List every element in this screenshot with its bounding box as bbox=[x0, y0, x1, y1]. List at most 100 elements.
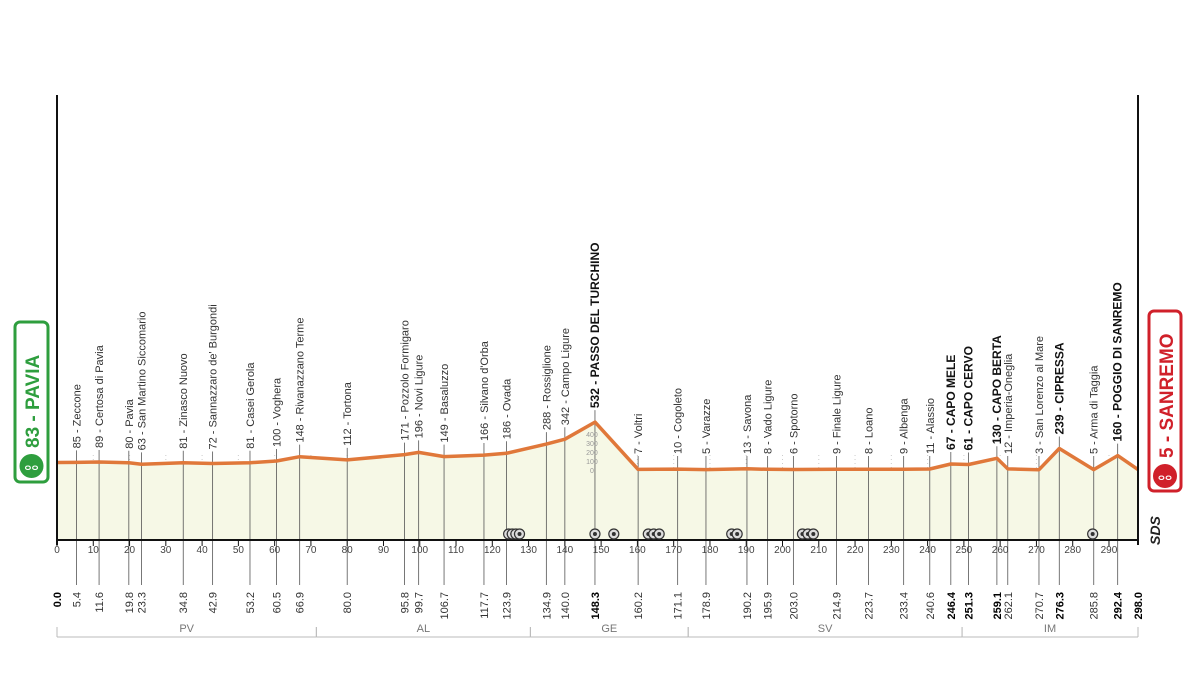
waypoint-label: 12 - Imperia-Oneglia bbox=[1003, 353, 1015, 454]
waypoint-label: 239 - CIPRESSA bbox=[1052, 342, 1066, 434]
km-label: 80.0 bbox=[342, 592, 354, 613]
x-ticks: 0 10 20 30 40 50 60 70 80 90 100 110 120 130 140 150 160… bbox=[54, 540, 1118, 556]
km-label: 140.0 bbox=[560, 592, 572, 620]
finish-flag-icon bbox=[1153, 464, 1177, 488]
checkpoint-marker-dot bbox=[657, 532, 662, 536]
markers bbox=[503, 528, 1099, 540]
elevation-tick-label: 0 bbox=[590, 468, 594, 475]
waypoint-label: 186 - Ovada bbox=[501, 378, 513, 439]
x-tick-label: 50 bbox=[233, 545, 245, 556]
waypoint-label: 13 - Savona bbox=[742, 394, 754, 454]
waypoint-label: 3 - San Lorenzo al Mare bbox=[1034, 336, 1046, 454]
km-label: 195.9 bbox=[763, 592, 775, 620]
x-tick-label: 0 bbox=[54, 545, 60, 556]
checkpoint-marker-dot bbox=[1090, 532, 1095, 536]
waypoint-label: 160 - POGGIO DI SANREMO bbox=[1111, 282, 1125, 441]
x-tick-label: 210 bbox=[810, 545, 827, 556]
x-tick-label: 20 bbox=[124, 545, 136, 556]
km-label: 270.7 bbox=[1034, 592, 1046, 620]
km-label: 262.1 bbox=[1003, 592, 1015, 620]
profile-line bbox=[56, 420, 1139, 472]
regions: PV AL GE SV IM bbox=[56, 623, 1139, 638]
x-tick-label: 30 bbox=[160, 545, 172, 556]
km-label: 223.7 bbox=[863, 592, 875, 620]
bicycle-icon bbox=[19, 454, 44, 478]
waypoint-label: 10 - Cogoleto bbox=[673, 388, 685, 454]
start-label: 83 - PAVIA bbox=[23, 354, 44, 448]
waypoint-label: 532 - PASSO DEL TURCHINO bbox=[588, 243, 602, 409]
x-tick-label: 120 bbox=[484, 545, 501, 556]
km-label: 259.1 bbox=[992, 592, 1004, 620]
waypoint-label: 81 - Zinasco Nuovo bbox=[178, 353, 190, 448]
km-label: 66.9 bbox=[295, 592, 307, 613]
waypoint-label: 7 - Voltri bbox=[633, 414, 645, 454]
profile-area bbox=[57, 422, 1138, 540]
x-tick-label: 80 bbox=[342, 545, 354, 556]
x-tick-label: 260 bbox=[992, 545, 1009, 556]
km-label: 251.3 bbox=[964, 592, 976, 620]
km-label: 233.4 bbox=[899, 592, 911, 620]
x-tick-label: 170 bbox=[665, 545, 682, 556]
waypoint-label: 9 - Finale Ligure bbox=[832, 375, 844, 455]
waypoint-label: 89 - Certosa di Pavia bbox=[94, 344, 106, 448]
km-label: 117.7 bbox=[479, 592, 491, 619]
km-label: 34.8 bbox=[178, 592, 190, 613]
km-label: 171.1 bbox=[673, 592, 685, 620]
km-label: 148.3 bbox=[590, 592, 602, 620]
waypoint-label: 148 - Rivanazzano Terme bbox=[295, 318, 307, 443]
x-tick-label: 230 bbox=[883, 545, 900, 556]
checkpoint-marker-dot bbox=[611, 532, 616, 536]
region-label: SV bbox=[818, 623, 833, 635]
waypoint-label: 81 - Casei Gerola bbox=[245, 362, 257, 449]
km-label: 60.5 bbox=[271, 592, 283, 613]
km-label: 95.8 bbox=[400, 592, 412, 613]
km-label: 190.2 bbox=[742, 592, 754, 620]
waypoint-label: 166 - Silvano d'Orba bbox=[479, 340, 491, 441]
x-tick-label: 60 bbox=[269, 545, 281, 556]
x-tick-label: 70 bbox=[305, 545, 317, 556]
km-label: 123.9 bbox=[501, 592, 513, 620]
checkpoint-marker-dot bbox=[811, 532, 816, 536]
km-label: 5.4 bbox=[72, 592, 84, 607]
x-tick-label: 40 bbox=[197, 545, 209, 556]
km-label: 276.3 bbox=[1054, 592, 1066, 620]
x-tick-label: 100 bbox=[411, 545, 428, 556]
km-label: 298.0 bbox=[1133, 592, 1145, 620]
km-label: 134.9 bbox=[541, 592, 553, 620]
sds-logo: SDS bbox=[1147, 516, 1163, 545]
km-label: 178.9 bbox=[701, 592, 713, 620]
start-badge: 83 - PAVIA ⴰⴰ bbox=[13, 320, 50, 484]
waypoint-label: 11 - Alassio bbox=[925, 398, 937, 454]
waypoint-label: 67 - CAPO MELE bbox=[944, 355, 958, 450]
x-tick-label: 110 bbox=[448, 545, 464, 556]
km-label: 292.4 bbox=[1113, 591, 1125, 619]
waypoint-label: 171 - Pozzolo Formigaro bbox=[400, 320, 412, 440]
waypoint-label: 72 - Sannazzaro de' Burgondi bbox=[208, 304, 220, 449]
km-label: 203.0 bbox=[788, 592, 800, 620]
km-label: 285.8 bbox=[1089, 592, 1101, 620]
checkpoint-marker-dot bbox=[735, 532, 740, 536]
waypoint-label: 80 - Pavia bbox=[124, 398, 136, 448]
region-label: GE bbox=[601, 623, 617, 635]
km-label: 42.9 bbox=[208, 592, 220, 613]
km-label: 19.8 bbox=[124, 592, 136, 613]
x-tick-label: 10 bbox=[88, 545, 100, 556]
checkpoint-marker-dot bbox=[517, 532, 522, 536]
km-label: 0.0 bbox=[52, 592, 64, 607]
elevation-tick-label: 200 bbox=[586, 450, 598, 457]
km-labels: 0.0 5.4 11.6 19.8 23.3 34.8 42.9 53.2 60.5 66.9 80… bbox=[52, 591, 1145, 619]
km-label: 246.4 bbox=[946, 591, 958, 619]
region-label: AL bbox=[417, 623, 430, 635]
region-label: PV bbox=[179, 623, 194, 635]
x-tick-label: 140 bbox=[557, 545, 574, 556]
waypoint-label: 149 - Basaluzzo bbox=[439, 364, 451, 443]
waypoint-label: 85 - Zeccone bbox=[72, 384, 84, 448]
km-label: 106.7 bbox=[439, 592, 451, 620]
x-tick-label: 160 bbox=[629, 545, 646, 556]
x-tick-label: 130 bbox=[520, 545, 537, 556]
bicycle-glyph: ⴰⴰ bbox=[24, 461, 38, 473]
waypoint-label: 8 - Loano bbox=[863, 408, 875, 454]
waypoint-lines bbox=[76, 410, 1119, 585]
waypoint-label: 288 - Rossiglione bbox=[541, 345, 553, 430]
